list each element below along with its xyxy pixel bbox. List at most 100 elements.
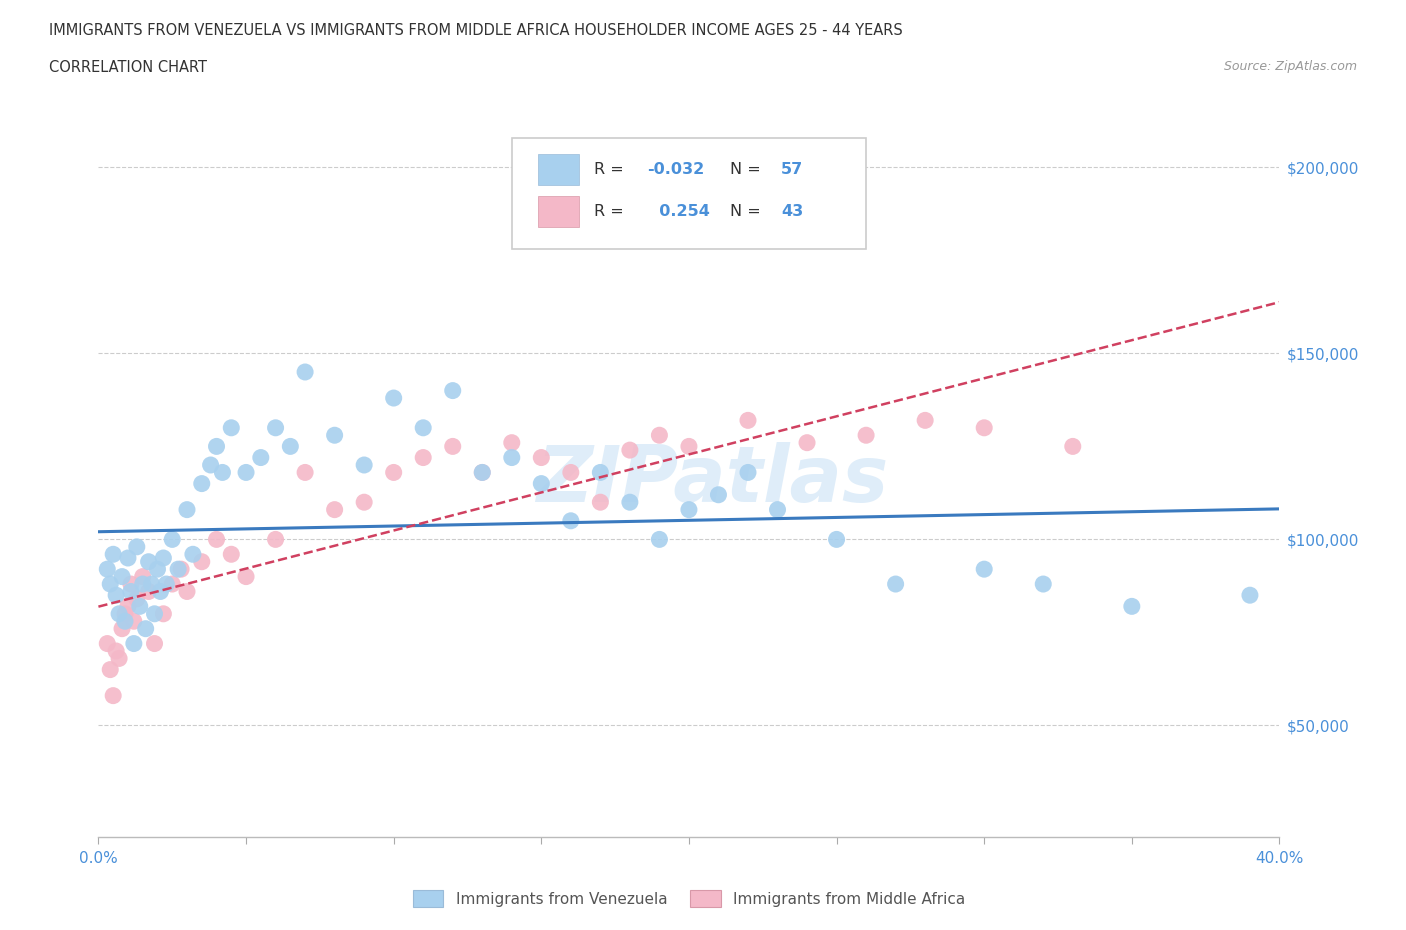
Point xyxy=(619,495,641,510)
Point xyxy=(120,584,142,599)
Point xyxy=(278,439,302,454)
Point xyxy=(560,513,582,528)
Text: ZIPatlas: ZIPatlas xyxy=(537,442,889,518)
Point xyxy=(170,562,193,577)
Text: R =: R = xyxy=(595,162,630,177)
Point xyxy=(707,487,730,502)
Point xyxy=(152,551,174,565)
Point xyxy=(135,621,157,636)
Point xyxy=(648,428,671,443)
Point xyxy=(103,688,125,703)
Point xyxy=(530,450,553,465)
Point xyxy=(181,547,204,562)
Text: CORRELATION CHART: CORRELATION CHART xyxy=(49,60,207,75)
Point xyxy=(114,606,136,621)
Point xyxy=(353,495,375,510)
Point xyxy=(117,599,139,614)
Point xyxy=(250,450,273,465)
Point xyxy=(235,465,257,480)
Point xyxy=(412,450,434,465)
Point xyxy=(1032,577,1054,591)
Point xyxy=(353,458,375,472)
Point xyxy=(737,465,759,480)
Point xyxy=(132,569,155,584)
Point xyxy=(501,435,523,450)
Point xyxy=(589,495,612,510)
Point xyxy=(264,420,287,435)
Point xyxy=(382,465,405,480)
Point xyxy=(149,584,172,599)
Point xyxy=(219,420,242,435)
Point xyxy=(143,636,166,651)
Text: R =: R = xyxy=(595,204,630,219)
Point xyxy=(200,458,222,472)
Point xyxy=(589,465,612,480)
Point xyxy=(111,569,134,584)
Point xyxy=(441,439,464,454)
Point xyxy=(1062,439,1084,454)
Point xyxy=(973,420,995,435)
Point xyxy=(648,532,671,547)
Point xyxy=(471,465,494,480)
Bar xyxy=(537,196,579,227)
Point xyxy=(108,651,131,666)
Text: 0.254: 0.254 xyxy=(648,204,710,219)
Text: N =: N = xyxy=(730,204,766,219)
Point xyxy=(855,428,877,443)
Point xyxy=(162,532,183,547)
Point xyxy=(162,577,183,591)
Point xyxy=(122,636,145,651)
Point xyxy=(103,547,125,562)
Point xyxy=(141,577,163,591)
Text: N =: N = xyxy=(730,162,766,177)
Point xyxy=(973,562,995,577)
Text: 43: 43 xyxy=(782,204,803,219)
Point xyxy=(105,588,128,603)
Point xyxy=(96,562,118,577)
Point xyxy=(122,614,145,629)
Point xyxy=(205,532,228,547)
Point xyxy=(143,606,166,621)
Point xyxy=(211,465,233,480)
Point xyxy=(138,554,160,569)
FancyBboxPatch shape xyxy=(512,138,866,249)
Point xyxy=(96,636,118,651)
Point xyxy=(176,584,198,599)
Point xyxy=(176,502,198,517)
Text: -0.032: -0.032 xyxy=(648,162,704,177)
Point xyxy=(412,420,434,435)
Point xyxy=(138,584,160,599)
Point xyxy=(125,539,148,554)
Point xyxy=(235,569,257,584)
Point xyxy=(108,606,131,621)
Point xyxy=(120,577,142,591)
Point xyxy=(114,614,136,629)
Point xyxy=(382,391,405,405)
Point xyxy=(294,465,316,480)
Point xyxy=(825,532,848,547)
Point xyxy=(678,502,700,517)
Point xyxy=(219,547,242,562)
Text: 57: 57 xyxy=(782,162,803,177)
Point xyxy=(471,465,494,480)
Point xyxy=(560,465,582,480)
Point xyxy=(323,428,346,443)
Point xyxy=(105,644,128,658)
Point xyxy=(530,476,553,491)
Point xyxy=(191,476,214,491)
Point xyxy=(111,621,134,636)
Point xyxy=(167,562,190,577)
Point xyxy=(294,365,316,379)
Point xyxy=(146,562,169,577)
Point xyxy=(678,439,700,454)
Point xyxy=(914,413,936,428)
Point xyxy=(205,439,228,454)
Point xyxy=(619,443,641,458)
Text: IMMIGRANTS FROM VENEZUELA VS IMMIGRANTS FROM MIDDLE AFRICA HOUSEHOLDER INCOME AG: IMMIGRANTS FROM VENEZUELA VS IMMIGRANTS … xyxy=(49,23,903,38)
Point xyxy=(191,554,214,569)
Bar xyxy=(537,153,579,184)
Point xyxy=(128,599,150,614)
Point xyxy=(125,591,148,606)
Point xyxy=(1239,588,1261,603)
Point xyxy=(766,502,789,517)
